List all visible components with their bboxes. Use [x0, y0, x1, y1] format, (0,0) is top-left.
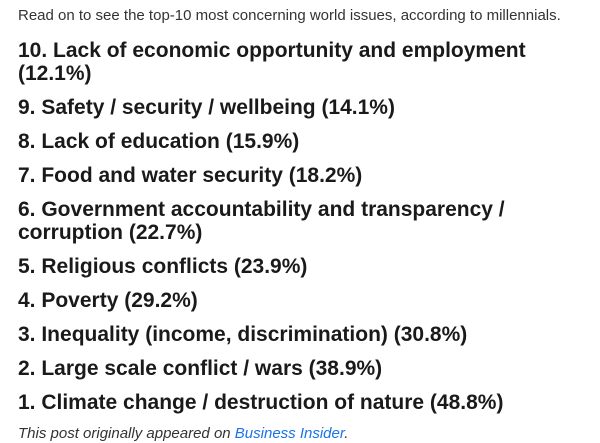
- list-item: 6. Government accountability and transpa…: [18, 198, 505, 244]
- list-item: 2. Large scale conflict / wars (38.9%): [18, 357, 383, 380]
- source-note: This post originally appeared on Busines…: [18, 425, 348, 443]
- list-item: 1. Climate change / destruction of natur…: [18, 391, 504, 414]
- source-note-prefix: This post originally appeared on: [18, 425, 235, 442]
- list-item: 7. Food and water security (18.2%): [18, 164, 363, 187]
- list-item: 4. Poverty (29.2%): [18, 289, 198, 312]
- list-item: 5. Religious conflicts (23.9%): [18, 255, 308, 278]
- list-item: 9. Safety / security / wellbeing (14.1%): [18, 96, 395, 119]
- list-item: 10. Lack of economic opportunity and emp…: [18, 39, 526, 85]
- list-item: 8. Lack of education (15.9%): [18, 130, 300, 153]
- intro-text: Read on to see the top-10 most concernin…: [18, 7, 561, 24]
- issues-list: 10. Lack of economic opportunity and emp…: [18, 39, 586, 414]
- business-insider-link[interactable]: Business Insider: [234, 425, 345, 442]
- list-item: 3. Inequality (income, discrimination) (…: [18, 323, 468, 346]
- source-note-suffix: .: [344, 425, 349, 442]
